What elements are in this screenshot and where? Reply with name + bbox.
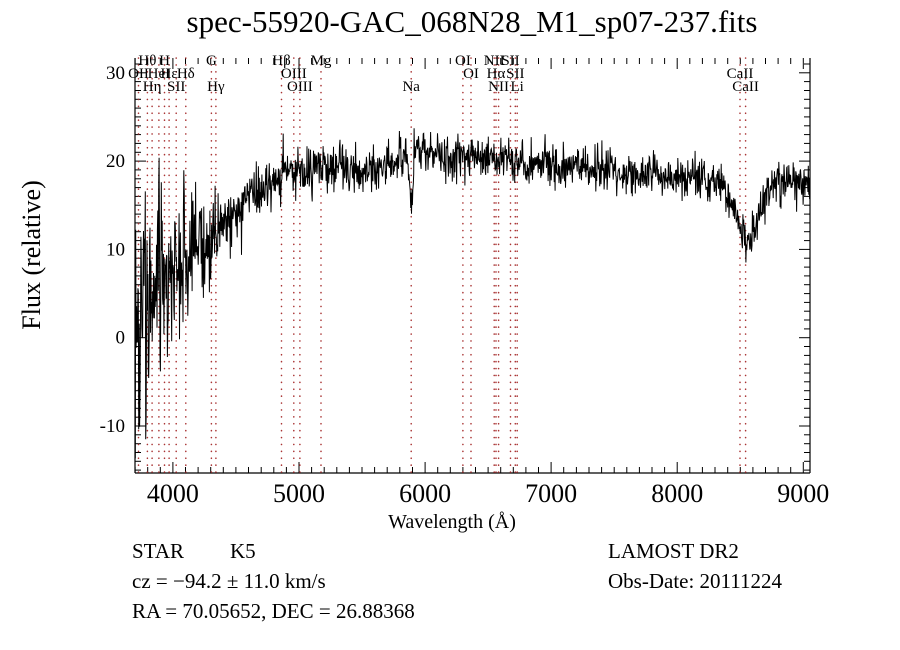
svg-text:4000: 4000	[147, 479, 199, 508]
svg-text:30: 30	[106, 63, 125, 84]
svg-text:0: 0	[116, 328, 126, 349]
svg-text:9000: 9000	[777, 479, 829, 508]
svg-text:K5: K5	[230, 539, 256, 563]
svg-text:Li: Li	[511, 79, 524, 95]
svg-text:20: 20	[106, 151, 125, 172]
svg-text:10: 10	[106, 239, 125, 260]
svg-text:Na: Na	[402, 79, 420, 95]
svg-text:Mg: Mg	[311, 53, 332, 69]
svg-text:Hδ: Hδ	[177, 66, 195, 82]
svg-text:8000: 8000	[651, 479, 703, 508]
svg-text:LAMOST DR2: LAMOST DR2	[608, 539, 739, 563]
svg-text:6000: 6000	[399, 479, 451, 508]
svg-text:OIII: OIII	[287, 79, 313, 95]
svg-text:cz = −94.2 ± 11.0 km/s: cz = −94.2 ± 11.0 km/s	[132, 569, 326, 593]
svg-text:-10: -10	[100, 416, 125, 437]
svg-text:Flux (relative): Flux (relative)	[17, 180, 46, 329]
svg-text:G: G	[206, 53, 217, 69]
svg-text:STAR: STAR	[132, 539, 184, 563]
svg-text:RA = 70.05652, DEC = 26.8836: RA = 70.05652, DEC = 26.88368	[132, 599, 415, 623]
svg-text:Wavelength (Å): Wavelength (Å)	[388, 511, 516, 533]
svg-text:OI: OI	[463, 66, 479, 82]
svg-text:spec-55920-GAC_068N28_M1_sp07-: spec-55920-GAC_068N28_M1_sp07-237.fits	[187, 4, 758, 39]
svg-text:7000: 7000	[525, 479, 577, 508]
svg-text:CaII: CaII	[732, 79, 759, 95]
svg-text:Obs-Date: 20111224: Obs-Date: 20111224	[608, 569, 782, 593]
svg-text:5000: 5000	[273, 479, 325, 508]
svg-text:Hγ: Hγ	[207, 79, 225, 95]
